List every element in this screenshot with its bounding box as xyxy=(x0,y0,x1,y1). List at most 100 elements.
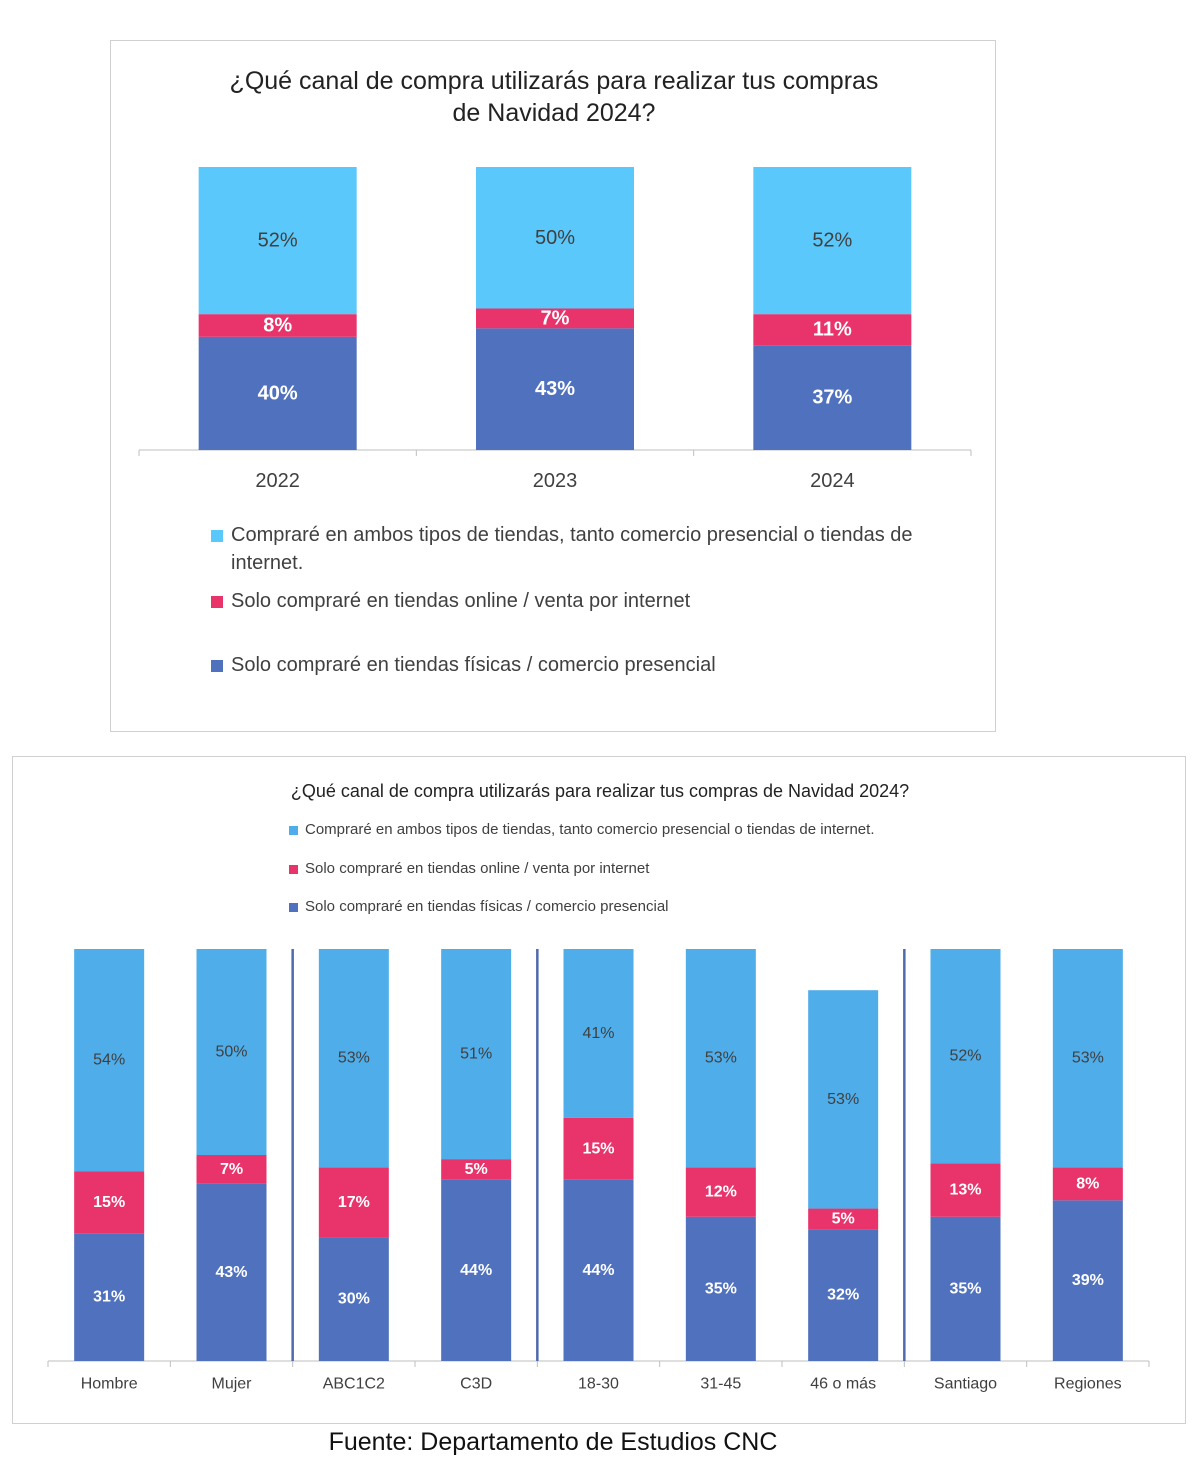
bar-segment-ambos-abc1c2 xyxy=(318,949,389,1168)
bar-segment-fisica-2023 xyxy=(476,328,634,450)
data-label-ambos-c3d: 51% xyxy=(460,1046,492,1063)
data-label-online-46-o-m-s: 5% xyxy=(832,1210,855,1227)
bar-segment-ambos-2023 xyxy=(476,167,634,309)
bar-segment-fisica-2024 xyxy=(753,345,912,450)
chart-panel-years: ¿Qué canal de compra utilizarás para rea… xyxy=(110,40,996,732)
data-label-online-2022: 8% xyxy=(263,314,292,336)
bar-segment-ambos-santiago xyxy=(930,949,1001,1164)
x-tick-label-46-o-m-s: 46 o más xyxy=(810,1376,876,1393)
data-label-ambos-2023: 50% xyxy=(535,227,575,249)
data-label-fisica-46-o-m-s: 32% xyxy=(827,1287,859,1304)
legend-item-fisica: Solo compraré en tiendas físicas / comer… xyxy=(289,897,1109,917)
x-tick-label-2024: 2024 xyxy=(810,470,855,492)
legend-label: Solo compraré en tiendas online / venta … xyxy=(231,590,691,612)
bar-segment-online-2024 xyxy=(753,314,912,346)
bar-segment-online-mujer xyxy=(196,1155,267,1184)
bar-segment-fisica-18-30 xyxy=(563,1179,634,1361)
legend-item-online: Solo compraré en tiendas online / venta … xyxy=(289,859,1109,879)
bar-segment-fisica-2022 xyxy=(198,336,357,450)
legend-item-fisica: Solo compraré en tiendas físicas / comer… xyxy=(211,651,951,679)
bar-segment-online-regiones xyxy=(1052,1167,1123,1201)
data-label-fisica-31-45: 35% xyxy=(705,1280,737,1297)
chart-title-line-1: ¿Qué canal de compra utilizarás para rea… xyxy=(229,67,879,95)
stacked-bar-chart-years: 40% 8% 52% 2022 43% 7% 50% 2023 37% 11% 52% 2024 xyxy=(138,167,972,492)
bar-segment-online-2023 xyxy=(476,308,634,329)
bar-segment-fisica-abc1c2 xyxy=(318,1237,389,1361)
legend-swatch xyxy=(211,660,223,672)
chart-title: ¿Qué canal de compra utilizarás para rea… xyxy=(290,781,910,801)
data-label-ambos-regiones: 53% xyxy=(1072,1050,1104,1067)
legend-swatch xyxy=(289,865,298,874)
bar-segment-online-abc1c2 xyxy=(318,1167,389,1238)
chart-title-line-2: de Navidad 2024? xyxy=(452,99,656,127)
data-label-fisica-2022: 40% xyxy=(258,382,298,404)
legend-swatch xyxy=(289,903,298,912)
bar-segment-ambos-31-45 xyxy=(685,949,756,1168)
data-label-ambos-31-45: 53% xyxy=(705,1050,737,1067)
bar-segment-online-c3d xyxy=(441,1159,512,1180)
legend-swatch xyxy=(289,826,298,835)
legend-swatch xyxy=(211,530,223,542)
legend-swatch xyxy=(211,596,223,608)
bar-segment-online-2022 xyxy=(198,314,357,337)
bar-segment-fisica-hombre xyxy=(74,1233,145,1361)
stacked-bar-chart-segments: 31% 15% 54% Hombre 43% 7% 50% Mujer 30% 17% 53% ABC… xyxy=(47,949,1150,1393)
data-label-fisica-abc1c2: 30% xyxy=(338,1291,370,1308)
data-label-fisica-santiago: 35% xyxy=(949,1280,981,1297)
data-label-online-2024: 11% xyxy=(813,319,852,341)
bar-segment-ambos-46-o-m-s xyxy=(808,990,879,1209)
data-label-fisica-c3d: 44% xyxy=(460,1262,492,1279)
data-label-ambos-2024: 52% xyxy=(812,230,852,252)
x-tick-label-santiago: Santiago xyxy=(934,1376,997,1393)
data-label-online-18-30: 15% xyxy=(582,1140,614,1157)
data-label-ambos-santiago: 52% xyxy=(949,1048,981,1065)
bar-segment-ambos-c3d xyxy=(441,949,512,1160)
bar-segment-online-santiago xyxy=(930,1163,1001,1217)
data-label-fisica-2023: 43% xyxy=(535,378,575,400)
bar-segment-online-31-45 xyxy=(685,1167,756,1217)
bar-segment-fisica-regiones xyxy=(1052,1200,1123,1361)
bar-segment-ambos-18-30 xyxy=(563,949,634,1118)
data-label-online-2023: 7% xyxy=(541,307,570,329)
x-tick-label-31-45: 31-45 xyxy=(700,1376,741,1393)
x-tick-label-mujer: Mujer xyxy=(211,1376,252,1393)
bar-segment-fisica-46-o-m-s xyxy=(808,1229,879,1361)
data-label-ambos-46-o-m-s: 53% xyxy=(827,1091,859,1108)
legend-label: Compraré en ambos tipos de tiendas, tant… xyxy=(231,524,913,574)
source-note: Fuente: Departamento de Estudios CNC xyxy=(328,1428,778,1456)
data-label-ambos-18-30: 41% xyxy=(582,1025,614,1042)
data-label-ambos-hombre: 54% xyxy=(93,1052,125,1069)
data-label-online-hombre: 15% xyxy=(93,1194,125,1211)
x-tick-label-hombre: Hombre xyxy=(81,1376,138,1393)
chart-panel-segments: ¿Qué canal de compra utilizarás para rea… xyxy=(12,756,1186,1424)
bar-segment-ambos-2022 xyxy=(198,167,357,315)
bar-segment-ambos-hombre xyxy=(74,949,145,1172)
data-label-online-regiones: 8% xyxy=(1076,1175,1099,1192)
data-label-ambos-abc1c2: 53% xyxy=(338,1050,370,1067)
bar-segment-fisica-c3d xyxy=(441,1179,512,1361)
bar-segment-online-hombre xyxy=(74,1171,145,1234)
data-label-fisica-mujer: 43% xyxy=(215,1264,247,1281)
x-tick-label-18-30: 18-30 xyxy=(578,1376,619,1393)
x-tick-label-2023: 2023 xyxy=(533,470,578,492)
legend-item-ambos: Compraré en ambos tipos de tiendas, tant… xyxy=(289,820,1109,840)
data-label-online-31-45: 12% xyxy=(705,1184,737,1201)
bar-segment-fisica-santiago xyxy=(930,1216,1001,1361)
data-label-online-mujer: 7% xyxy=(220,1161,243,1178)
bar-segment-fisica-mujer xyxy=(196,1183,267,1361)
bar-segment-ambos-mujer xyxy=(196,949,267,1155)
bar-segment-fisica-31-45 xyxy=(685,1216,756,1361)
legend-label: Compraré en ambos tipos de tiendas, tant… xyxy=(305,821,875,838)
data-label-online-c3d: 5% xyxy=(465,1161,488,1178)
chart-title: ¿Qué canal de compra utilizarás para rea… xyxy=(111,65,997,129)
data-label-ambos-mujer: 50% xyxy=(215,1044,247,1061)
x-tick-label-regiones: Regiones xyxy=(1054,1376,1122,1393)
bar-segment-online-46-o-m-s xyxy=(808,1208,879,1230)
legend-label: Solo compraré en tiendas físicas / comer… xyxy=(305,898,669,915)
data-label-online-santiago: 13% xyxy=(949,1182,981,1199)
data-label-fisica-regiones: 39% xyxy=(1072,1272,1104,1289)
legend-item-online: Solo compraré en tiendas online / venta … xyxy=(211,587,951,615)
data-label-fisica-18-30: 44% xyxy=(582,1262,614,1279)
bar-segment-online-18-30 xyxy=(563,1117,634,1180)
data-label-online-abc1c2: 17% xyxy=(338,1194,370,1211)
